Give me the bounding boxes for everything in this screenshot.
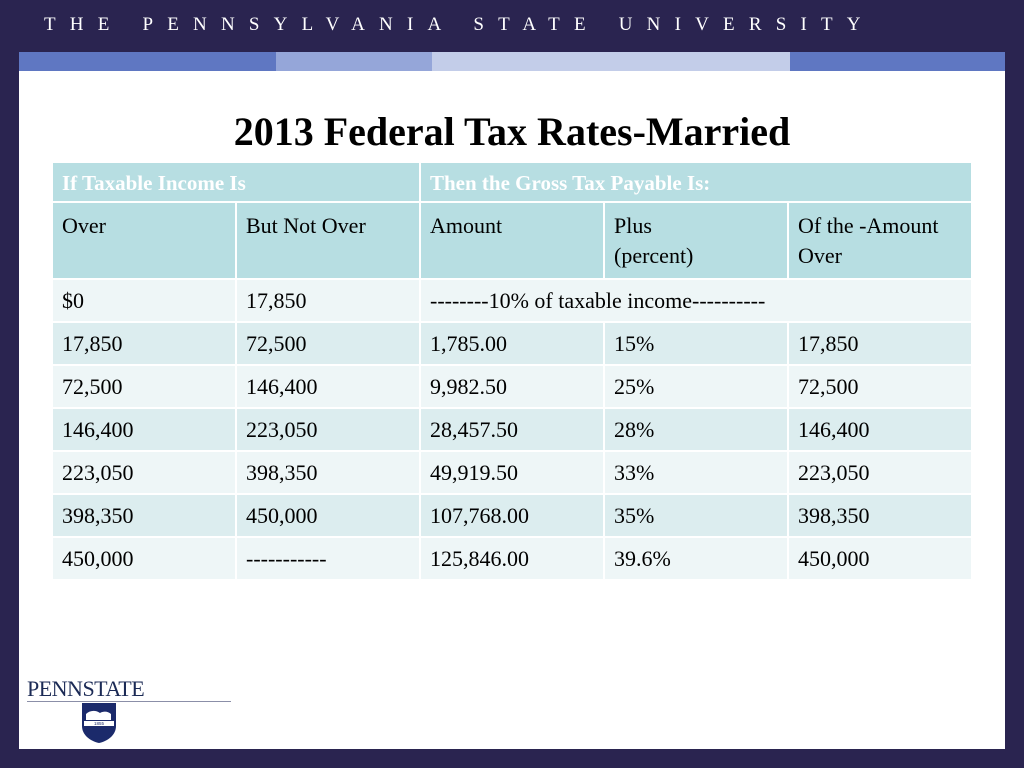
cell-over: 398,350 <box>53 495 235 536</box>
group-header-tax: Then the Gross Tax Payable Is: <box>421 163 971 201</box>
accent-bar-4 <box>790 52 1005 71</box>
cell-percent: 25% <box>605 366 787 407</box>
group-header-row: If Taxable Income Is Then the Gross Tax … <box>53 163 971 201</box>
table-row: 398,350 450,000 107,768.00 35% 398,350 <box>53 495 971 536</box>
cell-percent: 15% <box>605 323 787 364</box>
banner-text: THE PENNSYLVANIA STATE UNIVERSITY <box>44 14 875 35</box>
logo-wordmark: PENNSTATE <box>27 676 145 701</box>
table-row: 146,400 223,050 28,457.50 28% 146,400 <box>53 409 971 450</box>
tax-rate-table: If Taxable Income Is Then the Gross Tax … <box>51 161 973 581</box>
university-banner: THE PENNSYLVANIA STATE UNIVERSITY <box>0 0 1024 52</box>
table-row: 17,850 72,500 1,785.00 15% 17,850 <box>53 323 971 364</box>
cell-amount: 1,785.00 <box>421 323 603 364</box>
logo-year: 1855 <box>94 721 105 726</box>
cell-over: $0 <box>53 280 235 321</box>
column-header-amount: Amount <box>421 203 603 278</box>
cell-not-over: ----------- <box>237 538 419 579</box>
cell-not-over: 17,850 <box>237 280 419 321</box>
cell-percent: 28% <box>605 409 787 450</box>
cell-amount: 49,919.50 <box>421 452 603 493</box>
cell-amount-over: 72,500 <box>789 366 971 407</box>
table-row: 72,500 146,400 9,982.50 25% 72,500 <box>53 366 971 407</box>
cell-not-over: 72,500 <box>237 323 419 364</box>
group-header-income: If Taxable Income Is <box>53 163 419 201</box>
cell-over: 17,850 <box>53 323 235 364</box>
column-header-not-over: But Not Over <box>237 203 419 278</box>
logo-divider <box>27 701 231 702</box>
column-header-over: Over <box>53 203 235 278</box>
cell-amount: 107,768.00 <box>421 495 603 536</box>
table-row: 450,000 ----------- 125,846.00 39.6% 450… <box>53 538 971 579</box>
column-header-of-amount-over: Of the -Amount Over <box>789 203 971 278</box>
cell-amount-over: 146,400 <box>789 409 971 450</box>
cell-over: 146,400 <box>53 409 235 450</box>
cell-amount-over: 398,350 <box>789 495 971 536</box>
cell-note: --------10% of taxable income---------- <box>421 280 971 321</box>
cell-not-over: 450,000 <box>237 495 419 536</box>
cell-amount-over: 17,850 <box>789 323 971 364</box>
cell-over: 72,500 <box>53 366 235 407</box>
cell-percent: 39.6% <box>605 538 787 579</box>
accent-bar-3 <box>432 52 790 71</box>
pennstate-logo: PENNSTATE 1855 <box>27 676 237 746</box>
column-header-row: Over But Not Over Amount Plus (percent) … <box>53 203 971 278</box>
cell-over: 450,000 <box>53 538 235 579</box>
cell-amount-over: 450,000 <box>789 538 971 579</box>
table-row: 223,050 398,350 49,919.50 33% 223,050 <box>53 452 971 493</box>
cell-amount: 125,846.00 <box>421 538 603 579</box>
cell-amount-over: 223,050 <box>789 452 971 493</box>
cell-amount: 28,457.50 <box>421 409 603 450</box>
cell-not-over: 223,050 <box>237 409 419 450</box>
accent-bar-2 <box>276 52 432 71</box>
cell-percent: 35% <box>605 495 787 536</box>
slide-title: 2013 Federal Tax Rates-Married <box>233 109 791 154</box>
cell-amount: 9,982.50 <box>421 366 603 407</box>
cell-percent: 33% <box>605 452 787 493</box>
shield-icon: 1855 <box>82 703 116 743</box>
cell-not-over: 146,400 <box>237 366 419 407</box>
table-row: $0 17,850 --------10% of taxable income-… <box>53 280 971 321</box>
cell-not-over: 398,350 <box>237 452 419 493</box>
accent-bar-1 <box>19 52 276 71</box>
cell-over: 223,050 <box>53 452 235 493</box>
column-header-plus: Plus (percent) <box>605 203 787 278</box>
